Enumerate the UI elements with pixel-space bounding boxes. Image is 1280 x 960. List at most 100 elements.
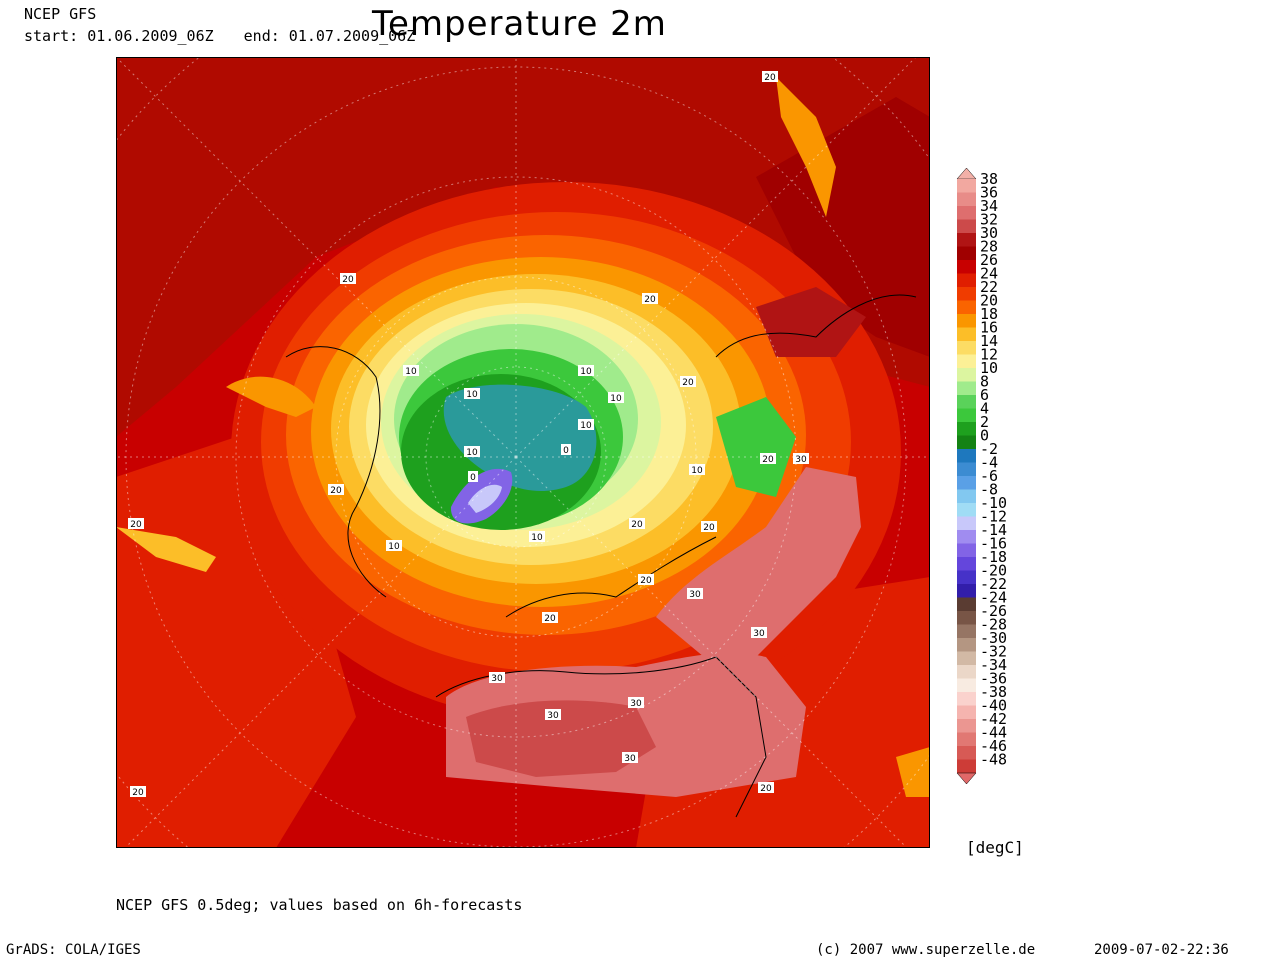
africa-coast	[435, 656, 767, 818]
contour-label: 20	[638, 574, 654, 586]
map-frame	[116, 57, 930, 848]
contour-label: 20	[760, 453, 776, 465]
colorbar-swatch	[957, 179, 976, 193]
svg-text:20: 20	[130, 520, 142, 530]
colorbar-swatch	[957, 327, 976, 341]
colorbar-label: -10	[980, 494, 1007, 512]
temperature-map: 20 20 20 20 20 20 20 20 20 20 20 20 20 10 10 10 10 10 10 10…	[116, 57, 930, 848]
colorbar-swatch	[957, 624, 976, 638]
contour-label: 30	[687, 588, 703, 600]
colorbar-label: -2	[980, 440, 998, 458]
contour-label: 10	[608, 392, 624, 404]
colorbar-label: 36	[980, 184, 998, 202]
andes-segment	[116, 527, 216, 572]
timestamp: 2009-07-02-22:36	[1094, 942, 1229, 958]
contour-label: 20	[701, 521, 717, 533]
svg-text:20: 20	[682, 378, 694, 388]
colorbar-label: 4	[980, 400, 989, 418]
svg-text:10: 10	[405, 367, 417, 377]
svg-text:20: 20	[132, 788, 144, 798]
contour-label: 20	[680, 376, 696, 388]
colorbar-swatch	[957, 300, 976, 314]
colorbar-swatch	[957, 489, 976, 503]
model-name: NCEP GFS	[24, 5, 97, 23]
colorbar-label: -28	[980, 616, 1007, 634]
colorbar-swatch	[957, 557, 976, 571]
forecast-period: start: 01.06.2009_06Z end: 01.07.2009_06Z	[24, 28, 415, 44]
europe-coast	[505, 536, 717, 618]
colorbar-label: -42	[980, 710, 1007, 728]
svg-text:20: 20	[762, 455, 774, 465]
colorbar-label: 16	[980, 319, 998, 337]
svg-text:10: 10	[388, 542, 400, 552]
colorbar-swatch	[957, 530, 976, 544]
colorbar-label: -44	[980, 724, 1007, 742]
contour-label: 0	[468, 471, 478, 483]
svg-text:20: 20	[703, 523, 715, 533]
contour-label: 20	[130, 786, 146, 798]
colorbar-label: 2	[980, 413, 989, 431]
colorbar-label: 20	[980, 292, 998, 310]
contour-label: 20	[128, 518, 144, 530]
svg-text:30: 30	[491, 674, 503, 684]
svg-text:30: 30	[547, 711, 559, 721]
colorbar-label: -18	[980, 548, 1007, 566]
data-source-note: NCEP GFS 0.5deg; values based on 6h-fore…	[116, 896, 523, 914]
contour-label: 20	[758, 782, 774, 794]
colorbar-label: -16	[980, 535, 1007, 553]
colorbar-label: 26	[980, 251, 998, 269]
end-date: end: 01.07.2009_06Z	[243, 27, 416, 45]
colorbar-swatch	[957, 381, 976, 395]
colorbar-label: 12	[980, 346, 998, 364]
colorbar-label: -24	[980, 589, 1007, 607]
map-title: Temperature 2m	[372, 4, 667, 44]
colorbar-label: -34	[980, 656, 1007, 674]
colorbar-label: 28	[980, 238, 998, 256]
svg-text:10: 10	[466, 390, 478, 400]
colorbar-swatch	[957, 462, 976, 476]
colorbar-label: -26	[980, 602, 1007, 620]
asia-coast	[715, 294, 917, 358]
colorbar-swatch	[957, 408, 976, 422]
colorbar-swatch	[957, 219, 976, 233]
colorbar-label: 22	[980, 278, 998, 296]
colorbar-swatch	[957, 287, 976, 301]
colorbar-swatch	[957, 543, 976, 557]
contour-label: 20	[340, 273, 356, 285]
colorbar-label: 38	[980, 170, 998, 188]
east-africa-highlands	[896, 747, 930, 797]
region-asia	[756, 97, 930, 357]
contour-label: 20	[328, 484, 344, 496]
contour-label: 10	[689, 464, 705, 476]
colorbar-label: -38	[980, 683, 1007, 701]
region-north-pacific	[116, 57, 930, 437]
svg-text:10: 10	[466, 448, 478, 458]
svg-text:0: 0	[470, 473, 476, 483]
svg-text:10: 10	[691, 466, 703, 476]
svg-text:10: 10	[580, 421, 592, 431]
colorbar-swatch	[957, 192, 976, 206]
colorbar-label: -40	[980, 697, 1007, 715]
colorbar-label: 14	[980, 332, 998, 350]
colorbar-swatch	[957, 260, 976, 274]
colorbar-label: 24	[980, 265, 998, 283]
contour-label: 10	[403, 365, 419, 377]
svg-text:20: 20	[342, 275, 354, 285]
colorbar-swatch	[957, 273, 976, 287]
svg-text:20: 20	[760, 784, 772, 794]
svg-text:10: 10	[531, 533, 543, 543]
svg-text:10: 10	[610, 394, 622, 404]
colorbar-swatch	[957, 759, 976, 773]
contour-label: 30	[622, 752, 638, 764]
colorbar: 38363432302826242220181614121086420-2-4-…	[956, 168, 1007, 785]
alaska-mountains	[226, 376, 316, 417]
colorbar-label: -22	[980, 575, 1007, 593]
arctic-ice-cap	[443, 384, 597, 492]
contour-label: 20	[762, 71, 778, 83]
north-america-coast	[285, 346, 387, 598]
colorbar-swatch	[957, 638, 976, 652]
colorbar-label: -14	[980, 521, 1007, 539]
tibet-cool	[716, 397, 796, 497]
svg-text:30: 30	[795, 455, 807, 465]
contour-label: 10	[464, 446, 480, 458]
